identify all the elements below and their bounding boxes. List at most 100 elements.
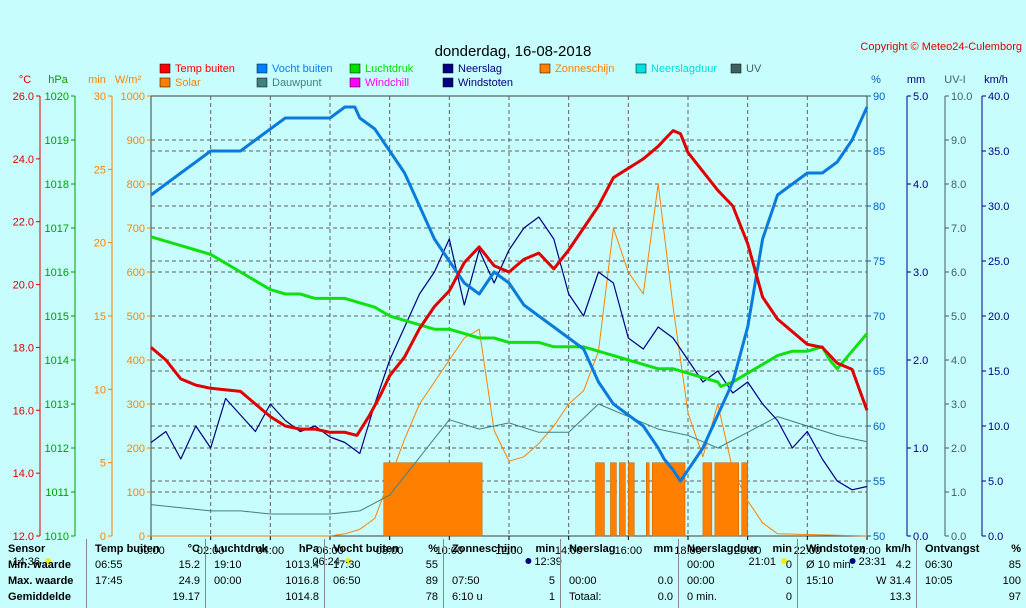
- solar-tick-label: 400: [127, 355, 145, 367]
- stats-row: 00:00 0: [679, 557, 798, 573]
- stats-row: Neerslag mm: [561, 541, 679, 557]
- x-tick-label: 22:00: [794, 545, 822, 557]
- stats-value: 97: [1008, 591, 1021, 603]
- stats-row: 1014.8: [206, 589, 325, 605]
- stats-row: Luchtdruk hPa: [206, 541, 325, 557]
- uv-tick-label: 3.0: [951, 399, 966, 411]
- stats-value: 13.3: [889, 591, 911, 603]
- series-line-temp-buiten: [150, 129, 869, 437]
- temperature-tick-label: 14.0: [13, 468, 34, 480]
- stats-label: 06:30: [925, 559, 953, 571]
- stats-value: 24.9: [178, 575, 200, 587]
- sunshine-bar: [741, 462, 748, 537]
- uv-tick-label: 7.0: [951, 223, 966, 235]
- solar-axis-unit: W/m²: [115, 74, 142, 86]
- stats-value: 78: [425, 591, 438, 603]
- stats-column: Luchtdruk hPa 19:10 1013.4 00:00 1016.8 1014.8: [205, 539, 325, 608]
- wind-tick-label: 15.0: [988, 366, 1009, 378]
- stats-header: Neerslagduur: [687, 543, 758, 555]
- legend-label: Temp buiten: [175, 63, 235, 75]
- stats-row: 17:30 55: [325, 557, 444, 573]
- pressure-axis-unit: hPa: [48, 74, 68, 86]
- temperature-tick-label: 12.0: [13, 531, 34, 543]
- stats-unit: km/h: [885, 543, 911, 555]
- stats-row: Gemiddelde: [0, 589, 86, 605]
- stats-unit: min: [535, 543, 555, 555]
- stats-unit: hPa: [298, 543, 319, 555]
- noon-time: 12:39: [534, 556, 562, 568]
- legend-swatch: [635, 63, 647, 74]
- legend-swatch: [442, 63, 454, 74]
- stats-row: 06:50 89: [325, 573, 444, 589]
- stats-label: 0 min.: [687, 591, 717, 603]
- solar-tick-label: 300: [127, 399, 145, 411]
- stats-value: 0.0: [657, 575, 673, 587]
- stats-value: 1016.8: [285, 575, 319, 587]
- solar-tick-label: 200: [127, 443, 145, 455]
- stats-row: 19.17: [87, 589, 206, 605]
- pressure-tick-label: 1019: [45, 135, 69, 147]
- sunshine-bar: [628, 462, 635, 537]
- stats-row: [561, 557, 679, 573]
- solar-tick-label: 700: [127, 223, 145, 235]
- stats-row: 06:55 15.2: [87, 557, 206, 573]
- uv-axis-unit: UV-I: [944, 74, 965, 86]
- sunshine-tick-label: 0: [100, 531, 106, 543]
- uv-tick-label: 8.0: [951, 179, 966, 191]
- stats-label: 00:00: [687, 575, 715, 587]
- x-tick-label: 08:00: [376, 545, 404, 557]
- plot-area: [150, 105, 869, 537]
- stats-value: 89: [425, 575, 438, 587]
- stats-row: Zonneschijn min: [444, 541, 561, 557]
- sunshine-bar: [651, 462, 686, 537]
- sunshine-tick-label: 5: [100, 458, 106, 470]
- stats-label: Ø 10 min.: [806, 559, 854, 571]
- stats-header: Temp buiten: [95, 543, 160, 555]
- x-tick-label: 06:00: [316, 545, 344, 557]
- uv-tick-label: 5.0: [951, 311, 966, 323]
- stats-row: Neerslagduur min: [679, 541, 798, 557]
- legend-label: Windstoten: [458, 77, 513, 89]
- legend-swatch: [349, 63, 361, 74]
- copyright-text: Copyright © Meteo24-Culemborg: [860, 41, 1022, 53]
- pressure-tick-label: 1018: [45, 179, 69, 191]
- humidity-tick-label: 60: [873, 421, 885, 433]
- temperature-axis-unit: °C: [19, 74, 31, 86]
- x-tick-label: 12:00: [495, 545, 523, 557]
- humidity-tick-label: 85: [873, 146, 885, 158]
- x-tick-label: 02:00: [197, 545, 225, 557]
- rain-tick-label: 4.0: [913, 179, 928, 191]
- stats-label: 00:00: [214, 575, 242, 587]
- rain-tick-label: 5.0: [913, 91, 928, 103]
- sunshine-tick-label: 25: [94, 164, 106, 176]
- stats-row: [444, 557, 561, 573]
- pressure-tick-label: 1017: [45, 223, 69, 235]
- stats-row: 17:45 24.9: [87, 573, 206, 589]
- stats-value: 0: [785, 575, 792, 587]
- stats-row: 6:10 u 1: [444, 589, 561, 605]
- stats-value: 4.2: [895, 559, 911, 571]
- sunset-icon: [780, 558, 787, 564]
- rain-tick-label: 3.0: [913, 267, 928, 279]
- sunshine-bar: [619, 462, 626, 537]
- stats-value: 1: [548, 591, 555, 603]
- rain-axis-unit: mm: [907, 74, 925, 86]
- sunrise-icon: [344, 558, 351, 564]
- stats-row: Ontvangst%: [917, 541, 1026, 557]
- stats-column: Neerslag mm 00:00 0.0 Totaal: 0.0: [560, 539, 679, 608]
- x-tick-label: 14:00: [555, 545, 583, 557]
- sunshine-bar: [383, 462, 483, 537]
- legend-label: UV: [746, 63, 762, 75]
- humidity-tick-label: 80: [873, 201, 885, 213]
- humidity-tick-label: 50: [873, 531, 885, 543]
- stats-value: 1014.8: [285, 591, 319, 603]
- pressure-tick-label: 1016: [45, 267, 69, 279]
- legend-swatch: [539, 63, 551, 74]
- chart-axes: 00:00 02:00 04:00 06:00 08:00 10:00 12:00 14:00…: [12, 74, 1009, 568]
- stats-header: Ontvangst: [925, 543, 980, 555]
- legend-label: Neerslag: [458, 63, 502, 75]
- stats-row: 13.3: [798, 589, 917, 605]
- uv-tick-label: 0.0: [951, 531, 966, 543]
- series-line-luchtdruk: [150, 235, 869, 388]
- legend-label: Solar: [175, 77, 201, 89]
